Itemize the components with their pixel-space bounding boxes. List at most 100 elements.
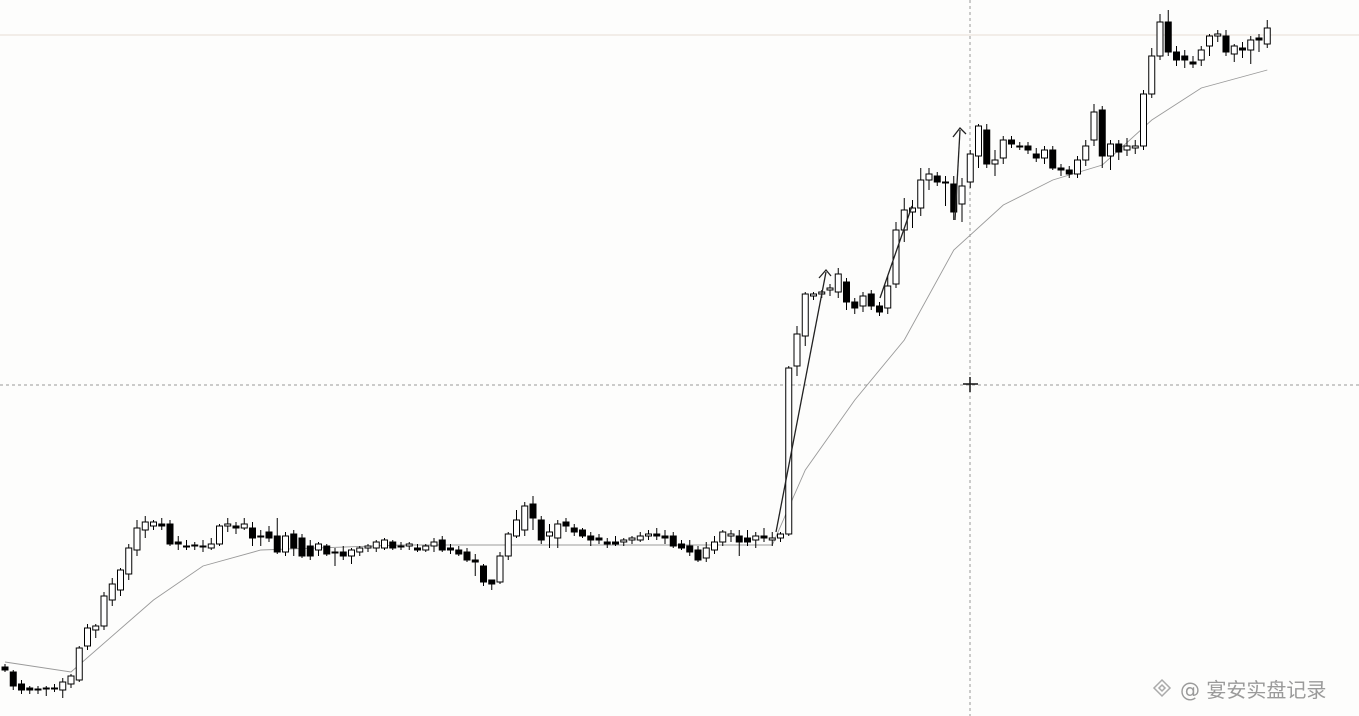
candle-body bbox=[1131, 145, 1139, 149]
candle-body bbox=[496, 555, 504, 583]
candle-body bbox=[1, 666, 9, 671]
candle-body bbox=[694, 549, 702, 561]
candle-body bbox=[422, 545, 430, 551]
candle-body bbox=[983, 129, 991, 165]
candle-body bbox=[744, 537, 751, 543]
candle-body bbox=[719, 531, 727, 543]
candle-body bbox=[1115, 143, 1123, 153]
crosshair-cursor bbox=[963, 377, 978, 392]
candle-body bbox=[199, 545, 207, 548]
candle-body bbox=[752, 535, 760, 541]
candle-body bbox=[834, 273, 842, 293]
candle-body bbox=[958, 185, 966, 205]
candle-body bbox=[438, 539, 446, 551]
candle-body bbox=[141, 521, 149, 531]
candle-body bbox=[249, 527, 256, 539]
candle-body bbox=[1230, 45, 1238, 55]
candle-body bbox=[620, 539, 628, 543]
candle-body bbox=[843, 281, 850, 303]
candle-body bbox=[777, 533, 784, 539]
candle-body bbox=[463, 551, 471, 561]
candle-body bbox=[636, 535, 644, 541]
candle-body bbox=[1148, 55, 1156, 95]
candle-body bbox=[628, 537, 636, 541]
candle-body bbox=[1049, 149, 1057, 169]
candle-body bbox=[174, 541, 182, 545]
candle-body bbox=[925, 173, 933, 181]
candle-body bbox=[793, 333, 801, 367]
candle-body bbox=[18, 683, 25, 691]
candle-body bbox=[991, 159, 999, 165]
candle-body bbox=[867, 293, 875, 307]
candle-body bbox=[150, 521, 157, 527]
candle-body bbox=[1164, 21, 1172, 53]
annotations bbox=[775, 127, 967, 533]
candle-body bbox=[1074, 159, 1081, 175]
candle-body bbox=[265, 531, 273, 539]
watermark: @ 宴安实盘记录 bbox=[1152, 678, 1326, 702]
candle-body bbox=[1107, 143, 1114, 157]
candle-body bbox=[1016, 145, 1024, 148]
candle-body bbox=[1206, 35, 1213, 47]
candle-body bbox=[381, 539, 388, 549]
candle-body bbox=[529, 503, 537, 519]
candle-body bbox=[966, 153, 974, 183]
trend-arrow bbox=[775, 271, 827, 533]
candle-body bbox=[892, 229, 900, 285]
candle-body bbox=[513, 519, 520, 537]
candle-body bbox=[414, 547, 421, 551]
candle-body bbox=[108, 583, 116, 601]
candle-body bbox=[34, 688, 42, 691]
candle-body bbox=[1189, 61, 1197, 65]
candle-body bbox=[356, 547, 364, 553]
candle-body bbox=[711, 541, 718, 551]
candle-body bbox=[339, 551, 347, 557]
candle-body bbox=[92, 625, 100, 631]
watermark-text: @ 宴安实盘记录 bbox=[1180, 678, 1326, 702]
candle-body bbox=[405, 543, 413, 547]
candle-body bbox=[125, 547, 133, 575]
candle-body bbox=[331, 551, 339, 554]
candle-body bbox=[166, 523, 174, 545]
candle-body bbox=[26, 687, 34, 691]
candle-body bbox=[323, 545, 331, 555]
candle-body bbox=[67, 675, 75, 685]
candle-body bbox=[207, 543, 215, 549]
candle-body bbox=[876, 305, 883, 313]
candle-body bbox=[859, 295, 867, 307]
candle-body bbox=[785, 367, 793, 535]
candle-body bbox=[9, 671, 17, 687]
candle-body bbox=[1098, 109, 1106, 157]
candle-body bbox=[595, 537, 603, 541]
candle-body bbox=[447, 547, 454, 551]
candle-body bbox=[273, 535, 281, 553]
arrow-head bbox=[952, 127, 967, 138]
candle-body bbox=[1082, 145, 1090, 161]
candle-body bbox=[290, 533, 298, 549]
candle-body bbox=[768, 537, 776, 541]
candle-body bbox=[504, 533, 512, 557]
candle-body bbox=[612, 541, 619, 545]
candle-body bbox=[1140, 93, 1147, 147]
candle-body bbox=[562, 521, 570, 527]
candle-body bbox=[727, 533, 735, 537]
candle-body bbox=[1239, 47, 1246, 51]
candle-body bbox=[975, 125, 982, 157]
candle-body bbox=[372, 541, 380, 549]
candle-body bbox=[282, 535, 289, 553]
candle-body bbox=[1247, 39, 1255, 51]
candle-body bbox=[1008, 139, 1015, 145]
candle-body bbox=[1123, 145, 1131, 151]
candle-body bbox=[397, 545, 405, 548]
candle-body bbox=[117, 569, 124, 591]
candle-body bbox=[59, 681, 67, 691]
candle-body bbox=[537, 519, 545, 541]
candle-body bbox=[51, 687, 58, 690]
candle-body bbox=[603, 541, 611, 545]
candle-body bbox=[42, 687, 50, 690]
candle-body bbox=[133, 527, 141, 551]
candle-body bbox=[933, 175, 941, 183]
candle-body bbox=[702, 547, 710, 559]
